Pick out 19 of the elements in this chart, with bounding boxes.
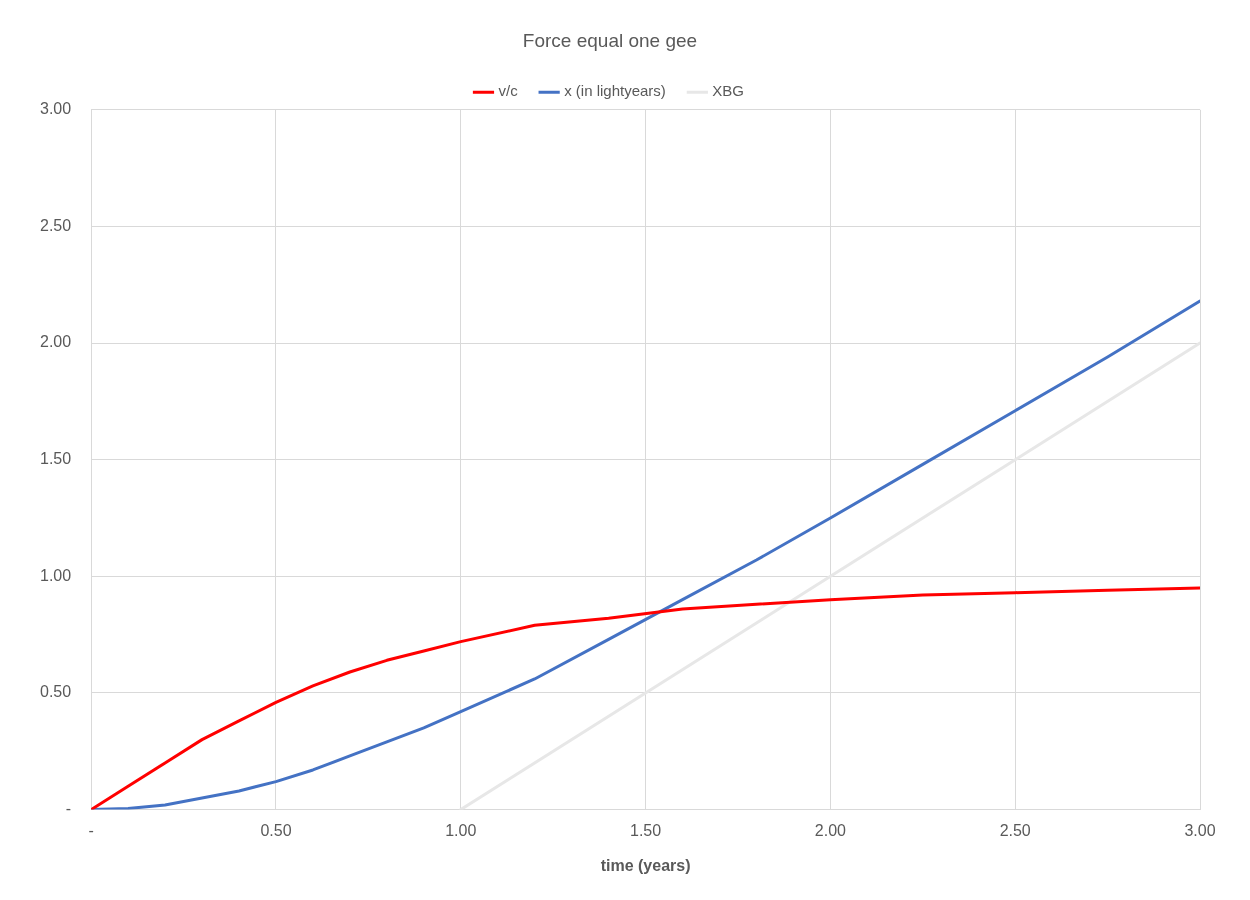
y-tick-label: 2.50: [40, 216, 72, 234]
x-tick-label: 1.50: [630, 821, 662, 839]
y-tick-label: 1.00: [40, 566, 72, 584]
x-tick-label: 3.00: [1184, 821, 1216, 839]
y-tick-label: 3.00: [40, 100, 72, 118]
x-tick-label: -: [88, 821, 94, 839]
y-tick-label: 0.50: [40, 683, 72, 701]
x-tick-label: 0.50: [260, 821, 292, 839]
x-tick-label: 2.50: [999, 821, 1031, 839]
chart-title: Force equal one gee: [522, 29, 698, 51]
legend-label: x (in lightyears): [564, 82, 666, 100]
legend-label: v/c: [498, 82, 519, 100]
x-tick-label: 2.00: [814, 821, 847, 839]
x-tick-label: 1.00: [445, 821, 477, 839]
x-axis-title: time (years): [600, 856, 691, 874]
y-tick-label: 2.00: [40, 333, 72, 351]
y-tick-label: 1.50: [40, 450, 72, 468]
y-tick-label: -: [65, 800, 72, 818]
legend-label: XBG: [712, 82, 745, 100]
